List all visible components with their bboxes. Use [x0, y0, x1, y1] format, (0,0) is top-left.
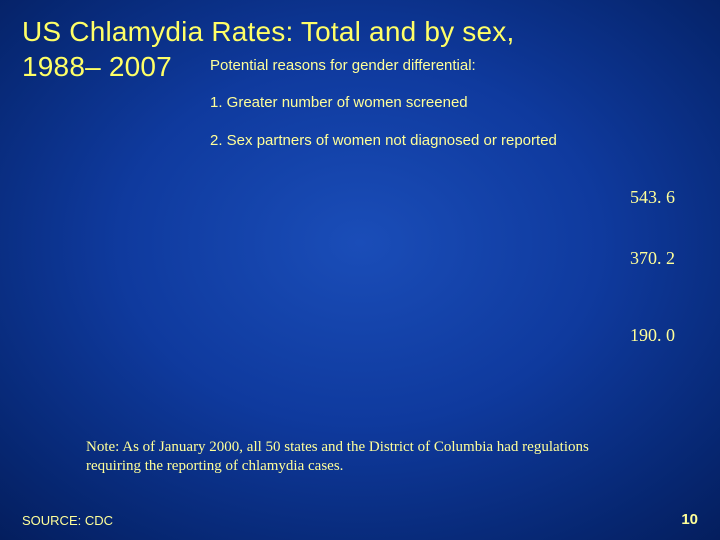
reason-2: 2. Sex partners of women not diagnosed o… — [210, 132, 557, 149]
title-line-2: 1988– 2007 — [22, 51, 172, 82]
value-1: 543. 6 — [630, 187, 675, 208]
page-number: 10 — [681, 511, 698, 528]
value-3: 190. 0 — [630, 325, 675, 346]
reason-1: 1. Greater number of women screened — [210, 94, 468, 111]
footnote: Note: As of January 2000, all 50 states … — [86, 438, 606, 476]
title-line-1: US Chlamydia Rates: Total and by sex, — [22, 16, 514, 47]
subtitle: Potential reasons for gender differentia… — [210, 57, 476, 74]
source-label: SOURCE: CDC — [22, 513, 113, 528]
value-2: 370. 2 — [630, 248, 675, 269]
